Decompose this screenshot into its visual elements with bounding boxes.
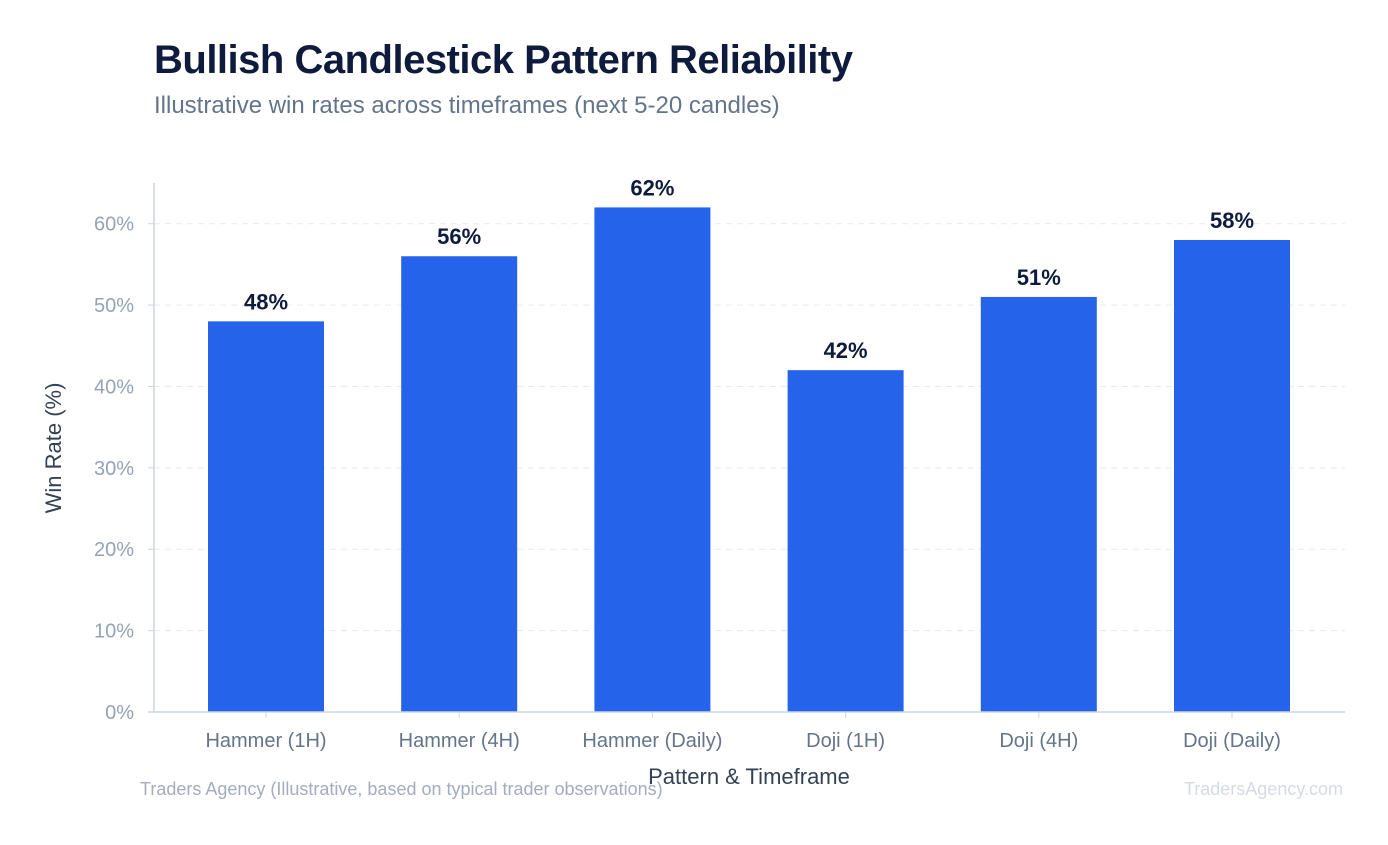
bar [594,207,711,712]
data-label: 48% [244,289,288,314]
axes [148,183,1345,718]
data-label: 56% [437,224,481,249]
x-tick-label: Hammer (Daily) [582,730,722,752]
y-tick-label: 50% [94,295,134,317]
grid-lines [154,223,1345,632]
x-tick-label: Hammer (1H) [205,730,326,752]
y-tick-label: 40% [94,376,134,398]
source-note: Traders Agency (Illustrative, based on t… [140,779,663,799]
data-label: 58% [1210,208,1254,233]
y-tick-label: 0% [105,702,134,724]
data-label: 42% [824,338,868,363]
labels: 0% 10% 20% 30% 40% 50% 60% 48% Hammer (1H) 56% Ham… [94,175,1281,752]
brand-watermark: TradersAgency.com [1183,779,1343,799]
chart-subtitle: Illustrative win rates across timeframes… [154,92,780,119]
y-tick-label: 30% [94,458,134,480]
data-label: 62% [630,175,674,200]
y-tick-label: 20% [94,539,134,561]
x-tick-label: Doji (1H) [806,730,885,752]
chart-title: Bullish Candlestick Pattern Reliability [154,38,853,82]
y-tick-label: 60% [94,214,134,236]
x-tick-label: Hammer (4H) [399,730,520,752]
bars [208,207,1290,712]
bar [208,321,324,712]
x-tick-label: Doji (Daily) [1183,730,1281,752]
data-label: 51% [1017,265,1061,290]
bar [787,370,904,712]
bar [980,296,1097,712]
y-axis-title: Win Rate (%) [41,383,66,514]
bar [401,256,518,712]
y-tick-label: 10% [94,621,134,643]
x-tick-label: Doji (4H) [999,730,1078,752]
bar [1174,239,1290,712]
x-axis-title: Pattern & Timeframe [648,764,850,789]
